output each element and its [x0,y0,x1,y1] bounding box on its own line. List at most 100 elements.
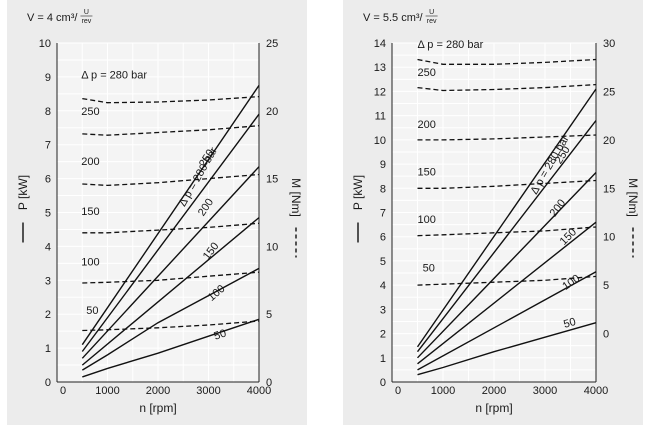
y-axis-label-right: M [Nm] [626,178,640,217]
chart-title: V = 5.5 cm³/ [363,12,424,24]
y-tick-label-left: 0 [380,377,386,389]
y-tick-label-right: 0 [266,377,272,389]
torque-line-label: 200 [81,156,99,168]
power-line-250 [416,120,597,353]
y-tick-label-left: 1 [45,343,51,355]
chart-2: 0 1000 2000 3000 400001234567891011121314051… [343,0,643,425]
title-unit-bottom: rev [427,18,437,25]
y-tick-label-left: 9 [380,159,386,171]
torque-line-label: 100 [418,214,436,226]
x-tick-label: 2000 [482,385,506,397]
y-tick-label-left: 7 [380,208,386,220]
torque-line-100 [82,271,260,284]
y-tick-label-right: 5 [266,309,272,321]
x-tick-label: 2000 [146,385,170,397]
torque-line-200 [82,173,260,187]
torque-line-280 [82,95,260,104]
power-line-200 [416,172,597,359]
x-axis-label: n [rpm] [139,401,176,415]
torque-line-100 [417,226,597,237]
chart-title: V = 4 cm³/ [27,12,78,24]
power-line-150 [81,217,260,366]
power-line-50 [82,318,260,378]
y-tick-label-left: 10 [374,135,386,147]
x-tick-label: 3000 [533,385,557,397]
torque-line-50 [417,275,597,286]
y-tick-label-right: 10 [603,232,615,244]
y-tick-label-right: 15 [603,183,615,195]
x-tick-label: 1000 [95,385,119,397]
chart-1: 0 1000 2000 3000 40000123456789100510152025V… [7,0,307,425]
x-tick-label: 0 [60,385,66,397]
torque-line-label: 50 [86,305,98,317]
y-tick-label-right: 5 [603,280,609,292]
y-tick-label-left: 9 [45,72,51,84]
x-tick-label: 3000 [196,385,220,397]
y-tick-label-left: 8 [45,106,51,118]
y-tick-label-right: 0 [603,329,609,341]
torque-line-label: 200 [418,119,436,131]
y-tick-label-left: 2 [380,329,386,341]
y-tick-label-right: 15 [266,174,278,186]
torque-line-250 [417,83,597,92]
y-tick-label-right: 20 [603,135,615,147]
power-line-label: 50 [562,316,577,331]
torque-line-280 [417,58,597,65]
title-unit-top: U [429,9,434,16]
y-tick-label-right: 10 [266,241,278,253]
torque-line-150 [417,179,597,189]
y-tick-label-left: 11 [375,111,386,123]
y-axis-label-right: M [Nm] [289,178,303,217]
y-tick-label-left: 0 [45,377,51,389]
y-tick-label-left: 4 [380,280,386,292]
power-line-100 [81,267,260,371]
y-tick-label-left: 1 [380,353,386,365]
torque-line-label: 250 [81,106,99,118]
torque-line-label: Δ p = 280 bar [418,39,484,51]
y-tick-label-left: 10 [39,38,51,50]
y-tick-label-left: 4 [45,241,51,253]
y-tick-label-left: 14 [374,38,386,50]
power-line-200 [81,166,260,359]
y-tick-label-left: 3 [380,304,386,316]
x-tick-label: 1000 [431,385,455,397]
y-axis-label-left: P [kW] [16,175,30,210]
y-tick-label-left: 13 [374,62,386,74]
y-tick-label-left: 3 [45,275,51,287]
y-tick-label-left: 7 [45,140,51,152]
y-tick-label-right: 25 [603,86,615,98]
y-tick-label-right: 30 [603,38,615,50]
torque-line-150 [82,222,260,234]
torque-line-250 [82,125,260,136]
power-line-50 [417,322,597,376]
torque-line-label: 50 [423,263,435,275]
power-line-100 [417,271,597,371]
y-tick-label-right: 25 [266,38,278,50]
x-tick-label: 0 [395,385,401,397]
y-axis-label-left: P [kW] [351,175,365,210]
y-tick-label-left: 6 [45,174,51,186]
x-axis-label: n [rpm] [475,401,512,415]
y-tick-label-left: 5 [380,256,386,268]
x-tick-label: 4000 [584,385,608,397]
torque-line-label: 100 [81,256,99,268]
y-tick-label-left: 2 [45,309,51,321]
torque-line-label: 250 [418,67,436,79]
power-line-250 [81,113,260,352]
y-tick-label-left: 12 [374,86,386,98]
torque-line-label: Δ p = 280 bar [81,69,147,81]
title-unit-top: U [84,9,89,16]
torque-line-label: 150 [81,206,99,218]
power-line-label: 50 [213,327,228,342]
y-tick-label-left: 8 [380,183,386,195]
power-line-280 [416,88,597,348]
title-unit-bottom: rev [82,18,92,25]
y-tick-label-left: 6 [380,232,386,244]
torque-line-50 [82,320,260,332]
torque-line-200 [417,134,597,141]
power-line-150 [417,221,597,365]
y-tick-label-right: 20 [266,106,278,118]
y-tick-label-left: 5 [45,208,51,220]
